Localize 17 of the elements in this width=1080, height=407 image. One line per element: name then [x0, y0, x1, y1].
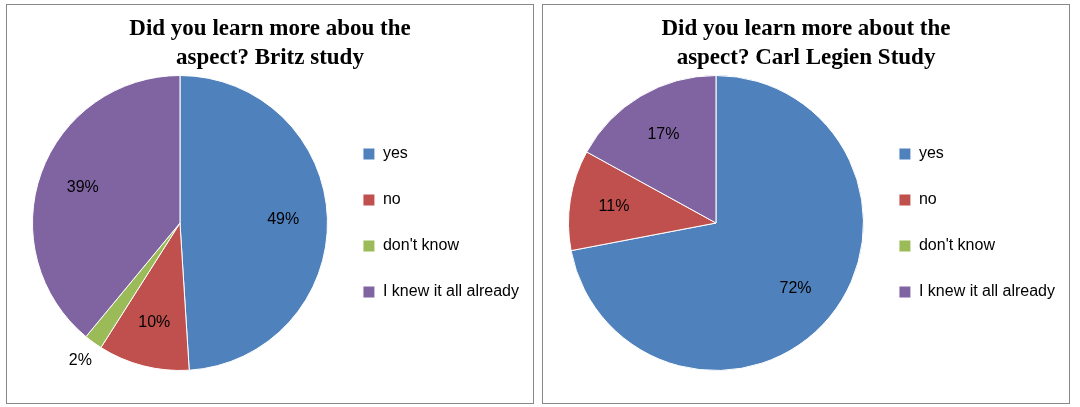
- data-label: 11%: [598, 197, 630, 215]
- data-label: 72%: [779, 279, 812, 297]
- legend-label: I knew it all already: [382, 282, 519, 300]
- legend-label: yes: [918, 144, 944, 162]
- data-label: 39%: [66, 178, 99, 196]
- data-label: 17%: [647, 124, 680, 142]
- legend-label: no: [918, 190, 937, 208]
- chart-title: Did you learn more abou the aspect? Britz study: [128, 14, 412, 71]
- data-label: 10%: [138, 313, 171, 331]
- legend-label: no: [382, 190, 401, 208]
- legend-label: yes: [382, 144, 408, 162]
- chart-title: Did you learn more about the aspect? Carl Legien Study: [660, 14, 952, 71]
- data-label: 2%: [68, 350, 92, 368]
- data-label: 49%: [267, 210, 300, 228]
- legend-label: I knew it all already: [918, 282, 1055, 300]
- legend-label: don't know: [382, 236, 460, 254]
- legend-label: don't know: [918, 236, 996, 254]
